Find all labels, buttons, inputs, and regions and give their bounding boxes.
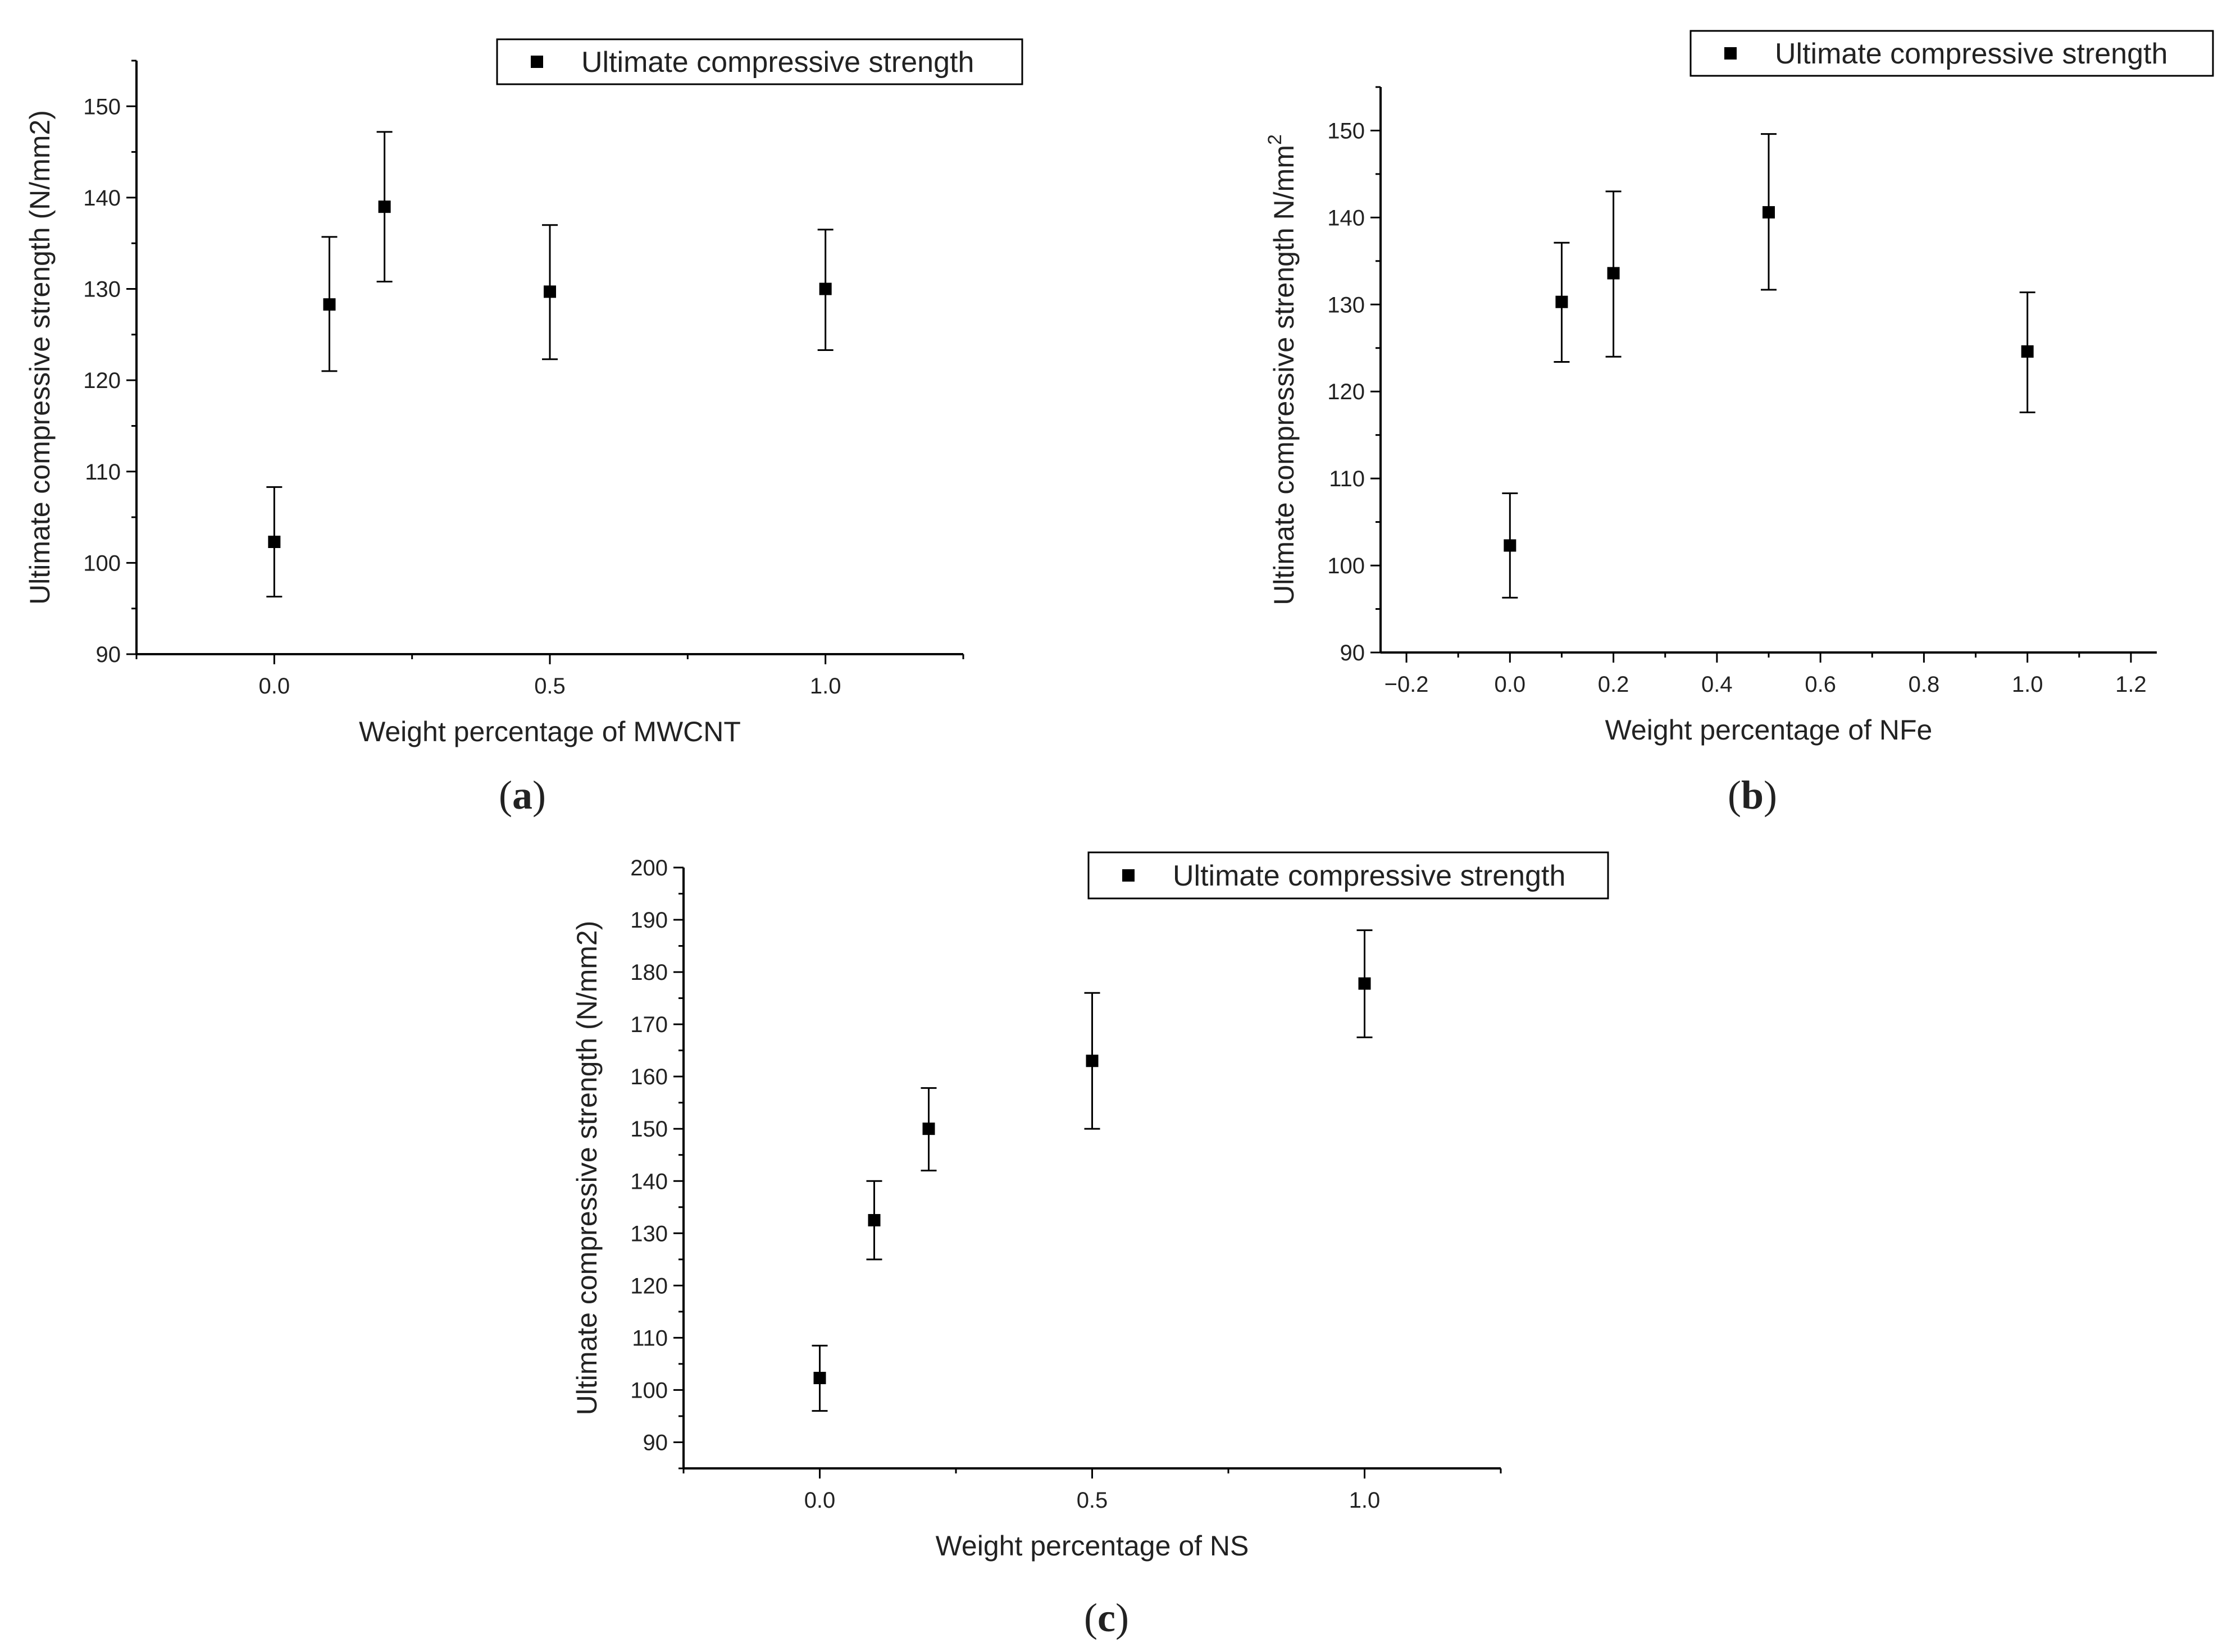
y-axis-label-text: Ultimate compressive strength (N/mm2) — [24, 110, 56, 605]
y-tick-label: 140 — [630, 1169, 668, 1194]
panel-label-open: ( — [499, 773, 512, 818]
panel-label-open: ( — [1084, 1595, 1097, 1640]
y-tick-label: 140 — [1327, 206, 1365, 230]
y-tick-label: 200 — [630, 856, 668, 880]
y-tick-label: 130 — [1327, 293, 1365, 317]
legend-label: Ultimate compressive strength — [581, 46, 974, 79]
y-axis-label-superscript: 2 — [1264, 134, 1286, 145]
y-tick-label: 110 — [1329, 467, 1365, 491]
legend: Ultimate compressive strength — [1087, 851, 1609, 900]
y-tick-label: 150 — [1327, 118, 1365, 143]
panel-label-close: ) — [532, 773, 546, 818]
x-tick-label: 1.0 — [2012, 672, 2043, 697]
panel-label-letter: b — [1741, 773, 1764, 818]
y-tick-label: 100 — [83, 551, 121, 576]
data-point — [1763, 206, 1775, 219]
data-point — [378, 200, 391, 213]
x-axis-label: Weight percentage of NFe — [1605, 714, 1933, 746]
x-tick-label: −0.2 — [1385, 672, 1429, 697]
y-tick-label: 110 — [632, 1326, 668, 1350]
data-point — [868, 1214, 881, 1227]
y-tick-label: 100 — [630, 1378, 668, 1403]
data-point — [1607, 267, 1620, 280]
legend-box — [1689, 30, 2214, 77]
y-axis-label: Ultimate compressive strength (N/mm2) — [24, 110, 56, 605]
y-tick-label: 120 — [630, 1274, 668, 1298]
data-point — [1358, 977, 1371, 990]
panel-a: 90 100 110 120 130 140 150 0.0 0.5 1.0 Weight perc… — [24, 38, 1023, 818]
y-tick-label: 130 — [83, 277, 121, 302]
y-tick-label: 120 — [1327, 380, 1365, 404]
y-axis-label: Ultimate compressive strength N/mm2 — [1264, 134, 1300, 605]
data-point — [268, 535, 281, 548]
panel-label-close: ) — [1764, 773, 1777, 818]
y-tick-label: 130 — [630, 1221, 668, 1246]
legend-marker — [1724, 47, 1737, 60]
y-tick-label: 120 — [83, 368, 121, 393]
data-point — [813, 1372, 826, 1385]
x-tick-label: 0.2 — [1598, 672, 1629, 697]
panel-label: (a) — [499, 773, 546, 818]
y-tick-label: 160 — [630, 1065, 668, 1089]
y-axis-label-text: Ultimate compressive strength N/mm — [1268, 145, 1300, 605]
x-tick-label: 0.5 — [1077, 1488, 1108, 1513]
data-point — [819, 282, 832, 295]
data-point — [922, 1122, 935, 1135]
y-tick-label: 90 — [96, 642, 121, 667]
x-axis-label: Weight percentage of NS — [936, 1530, 1249, 1562]
x-tick-label: 0.4 — [1701, 672, 1733, 697]
data-point — [2021, 345, 2034, 358]
x-tick-label: 1.0 — [1349, 1488, 1381, 1513]
x-tick-label: 1.0 — [810, 674, 841, 699]
legend-label: Ultimate compressive strength — [1173, 860, 1565, 892]
x-tick-label: 0.0 — [804, 1488, 836, 1513]
legend: Ultimate compressive strength — [496, 38, 1023, 85]
y-tick-label: 110 — [85, 460, 121, 485]
y-tick-label: 90 — [1340, 641, 1365, 665]
y-tick-label: 100 — [1327, 554, 1365, 578]
panel-c: 90 100 110 120 130 140 150 160 170 180 190 200 0.0 0.… — [571, 851, 1609, 1640]
data-point — [1086, 1055, 1099, 1067]
x-tick-label: 0.0 — [259, 674, 290, 699]
panel-label: (c) — [1084, 1595, 1129, 1640]
panel-label-open: ( — [1728, 773, 1741, 818]
x-tick-label: 0.0 — [1495, 672, 1526, 697]
x-tick-label: 0.8 — [1909, 672, 1940, 697]
legend-label: Ultimate compressive strength — [1775, 38, 2167, 70]
legend-box — [1087, 851, 1609, 900]
legend: Ultimate compressive strength — [1689, 30, 2214, 77]
y-tick-label: 190 — [630, 908, 668, 933]
data-point — [1555, 295, 1568, 308]
x-tick-label: 1.2 — [2115, 672, 2147, 697]
panel-b: 90 100 110 120 130 140 150 −0.2 0.0 0.2 0.4 0.6 0.8 1… — [1264, 30, 2214, 818]
x-axis-label: Weight percentage of MWCNT — [359, 716, 741, 747]
legend-marker — [1122, 869, 1135, 882]
panel-label-letter: a — [512, 773, 532, 818]
y-axis-label-text: Ultimate compressive strength (N/mm2) — [571, 921, 603, 1416]
data-point — [1504, 539, 1516, 552]
y-tick-label: 90 — [643, 1430, 668, 1455]
panel-label-close: ) — [1115, 1595, 1129, 1640]
x-tick-label: 0.6 — [1805, 672, 1836, 697]
y-tick-label: 150 — [83, 94, 121, 119]
y-axis-label: Ultimate compressive strength (N/mm2) — [571, 921, 603, 1416]
legend-marker — [531, 56, 543, 68]
y-tick-label: 180 — [630, 960, 668, 985]
data-point — [323, 298, 336, 311]
y-tick-label: 150 — [630, 1117, 668, 1142]
data-point — [544, 285, 556, 298]
panel-label-letter: c — [1097, 1595, 1115, 1640]
y-tick-label: 170 — [630, 1012, 668, 1037]
x-tick-label: 0.5 — [534, 674, 566, 699]
y-tick-label: 140 — [83, 186, 121, 211]
legend-box — [496, 38, 1023, 85]
panel-label: (b) — [1728, 773, 1777, 818]
